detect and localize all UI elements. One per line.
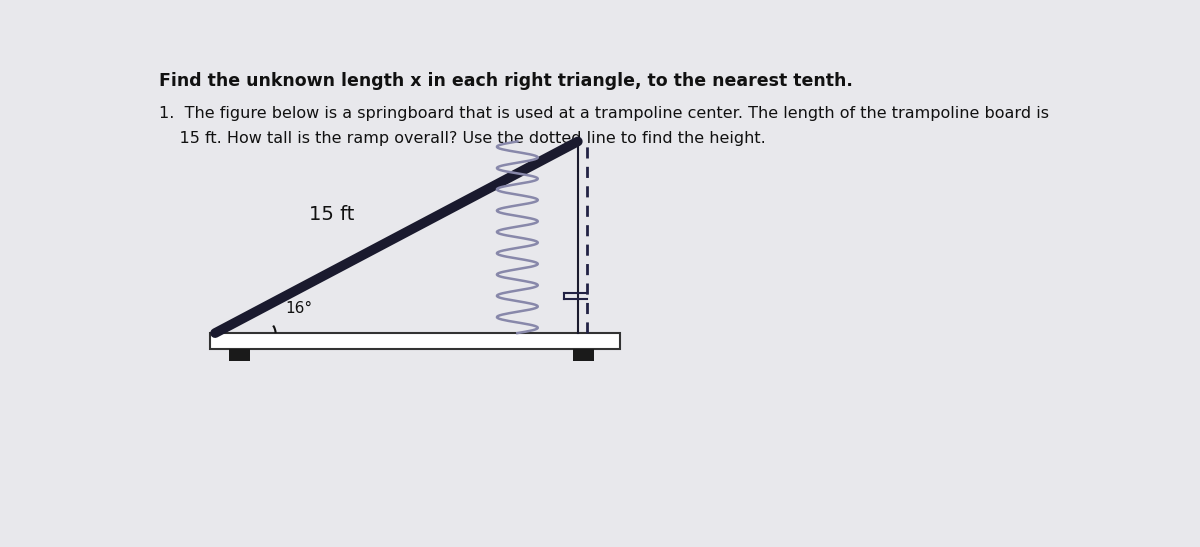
Text: 15 ft. How tall is the ramp overall? Use the dotted line to find the height.: 15 ft. How tall is the ramp overall? Use… (160, 131, 766, 146)
Bar (574, 349, 594, 361)
Text: 16°: 16° (284, 301, 312, 316)
Text: 15 ft: 15 ft (308, 205, 354, 224)
Text: Find the unknown length x in each right triangle, to the nearest tenth.: Find the unknown length x in each right … (160, 72, 853, 90)
Bar (229, 349, 250, 361)
Bar (210, 333, 619, 349)
Text: 1.  The figure below is a springboard that is used at a trampoline center. The l: 1. The figure below is a springboard tha… (160, 106, 1049, 121)
